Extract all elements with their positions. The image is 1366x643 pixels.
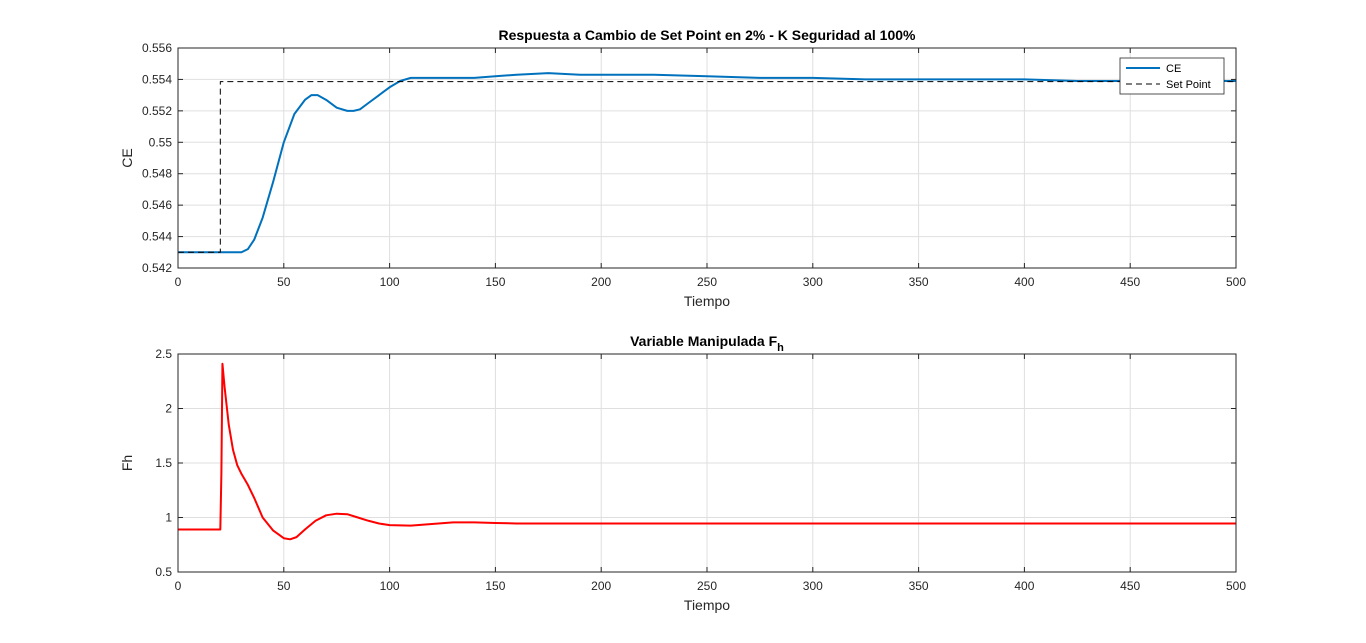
y-tick-label: 0.5 [155, 565, 172, 579]
chart-title-text: Respuesta a Cambio de Set Point en 2% - … [498, 27, 916, 43]
y-tick-label: 0.55 [149, 135, 173, 149]
x-tick-label: 200 [591, 579, 611, 593]
chart-ce-response: 0 50 100 150 200 250 300 350 400 450 500 0.542 0.544… [119, 27, 1246, 309]
x-tick-label: 250 [697, 579, 717, 593]
y-axis-label: CE [119, 148, 135, 167]
x-tick-label: 300 [803, 275, 823, 289]
y-tick-label: 0.556 [142, 41, 172, 55]
y-tick-label: 2 [165, 402, 172, 416]
legend-box [1119, 57, 1225, 95]
legend: CE Set Point [1119, 57, 1225, 95]
y-tick-label: 0.544 [142, 230, 172, 244]
chart-title: Respuesta a Cambio de Set Point en 2% - … [498, 27, 916, 43]
x-tick-label: 350 [909, 275, 929, 289]
legend-label-set-point: Set Point [1166, 79, 1211, 91]
x-axis-label: Tiempo [684, 293, 730, 309]
x-tick-label: 450 [1120, 579, 1140, 593]
x-tick-label: 100 [380, 275, 400, 289]
legend-label-ce: CE [1166, 63, 1181, 75]
series-line-fh [178, 362, 1236, 541]
x-tick-label: 400 [1014, 275, 1034, 289]
y-tick-label: 0.548 [142, 167, 172, 181]
y-tick-label: 0.546 [142, 198, 172, 212]
chart-manipulated-variable: 0 50 100 150 200 250 300 350 400 450 500 0.5 1 1.5 2 2.… [119, 333, 1246, 613]
x-tick-label: 200 [591, 275, 611, 289]
chart-title-subscript: h [777, 342, 784, 354]
x-tick-label: 0 [175, 579, 182, 593]
x-tick-label: 50 [277, 579, 291, 593]
y-tick-label: 0.552 [142, 104, 172, 118]
x-tick-label: 400 [1014, 579, 1034, 593]
x-tick-label: 500 [1226, 275, 1246, 289]
y-tick-label: 0.542 [142, 261, 172, 275]
y-tick-label: 1.5 [155, 456, 172, 470]
x-tick-label: 50 [277, 275, 291, 289]
x-tick-label: 150 [485, 275, 505, 289]
chart-title: Variable Manipulada Fh [630, 333, 784, 354]
y-tick-label: 1 [165, 511, 172, 525]
x-tick-label: 250 [697, 275, 717, 289]
series-line-set-point [178, 81, 1236, 253]
x-tick-label: 450 [1120, 275, 1140, 289]
chart-title-text: Variable Manipulada F [630, 333, 777, 349]
y-tick-label: 0.554 [142, 72, 172, 86]
x-tick-label: 100 [380, 579, 400, 593]
x-tick-label: 500 [1226, 579, 1246, 593]
series-line-ce [178, 72, 1236, 254]
x-tick-label: 150 [485, 579, 505, 593]
y-tick-label: 2.5 [155, 347, 172, 361]
x-tick-label: 0 [175, 275, 182, 289]
x-tick-label: 300 [803, 579, 823, 593]
y-axis-label: Fh [119, 455, 135, 471]
x-axis-label: Tiempo [684, 597, 730, 613]
x-tick-label: 350 [909, 579, 929, 593]
